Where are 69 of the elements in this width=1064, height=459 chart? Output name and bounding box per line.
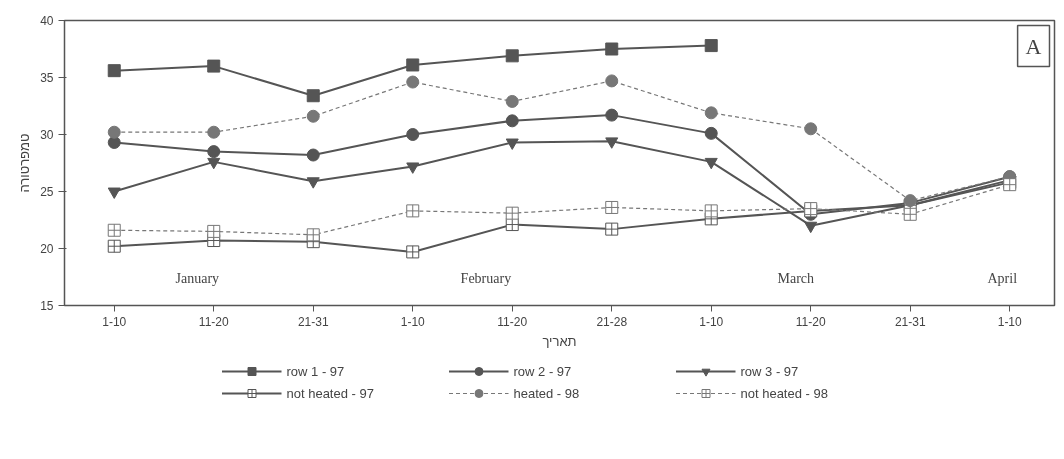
x-tick-label: 11-20 bbox=[795, 314, 826, 329]
point bbox=[107, 125, 121, 139]
point bbox=[406, 162, 420, 174]
point bbox=[207, 125, 221, 139]
y-tick-label: 25 bbox=[40, 185, 54, 199]
point bbox=[605, 200, 619, 214]
y-tick-label: 20 bbox=[40, 242, 54, 256]
legend-label: not heated - 98 bbox=[740, 385, 829, 401]
point bbox=[804, 221, 818, 234]
y-axis-title: טמפרטורה bbox=[17, 133, 33, 193]
x-tick-label: 1-10 bbox=[997, 314, 1023, 329]
point bbox=[107, 64, 121, 78]
x-tick-label: 11-20 bbox=[497, 314, 528, 329]
point bbox=[804, 122, 818, 136]
point bbox=[107, 239, 121, 253]
point bbox=[903, 207, 917, 221]
annotation: A bbox=[1025, 33, 1042, 59]
point bbox=[505, 94, 519, 108]
point bbox=[306, 109, 320, 123]
x-tick-label: 21-31 bbox=[894, 314, 926, 329]
y-tick-label: 15 bbox=[40, 299, 54, 313]
annotation: March bbox=[777, 270, 815, 286]
point bbox=[107, 187, 121, 199]
point bbox=[505, 114, 519, 128]
point bbox=[207, 145, 221, 159]
point bbox=[704, 126, 718, 140]
point bbox=[207, 59, 221, 73]
legend-label: heated - 98 bbox=[513, 385, 581, 401]
y-tick-label: 40 bbox=[40, 14, 54, 28]
point bbox=[505, 206, 519, 220]
point bbox=[306, 89, 320, 103]
point bbox=[505, 49, 519, 63]
x-tick-label: 1-10 bbox=[699, 314, 724, 329]
point bbox=[605, 222, 619, 236]
point bbox=[306, 228, 320, 242]
point bbox=[704, 106, 718, 120]
point bbox=[605, 108, 619, 122]
legend-label: not heated - 97 bbox=[286, 385, 375, 401]
y-tick-label: 35 bbox=[40, 71, 54, 85]
point bbox=[605, 137, 619, 149]
point bbox=[406, 245, 420, 259]
x-tick-label: 21-31 bbox=[297, 314, 329, 329]
x-axis-title: תאריך bbox=[542, 333, 577, 349]
point bbox=[505, 138, 519, 150]
point bbox=[406, 204, 420, 218]
point bbox=[406, 75, 420, 89]
legend-label: row 2 - 97 bbox=[513, 363, 573, 379]
point bbox=[704, 39, 718, 53]
point bbox=[107, 223, 121, 237]
legend-label: row 3 - 97 bbox=[740, 363, 800, 379]
point bbox=[207, 224, 221, 238]
point bbox=[207, 157, 221, 170]
legend-label: row 1 - 97 bbox=[286, 363, 346, 379]
x-tick-label: 1-10 bbox=[400, 314, 426, 329]
point bbox=[704, 157, 718, 170]
y-tick-label: 30 bbox=[40, 128, 54, 142]
point bbox=[605, 74, 619, 88]
annotation: January bbox=[175, 270, 220, 286]
point bbox=[306, 177, 320, 189]
point bbox=[605, 42, 619, 56]
x-tick-label: 1-10 bbox=[102, 314, 127, 329]
point bbox=[704, 204, 718, 218]
point bbox=[306, 148, 320, 162]
point bbox=[406, 58, 420, 72]
x-tick-label: 21-28 bbox=[596, 314, 628, 329]
annotation: April bbox=[987, 270, 1018, 286]
x-tick-label: 11-20 bbox=[198, 314, 229, 329]
point bbox=[406, 128, 420, 141]
annotation: February bbox=[460, 270, 512, 286]
